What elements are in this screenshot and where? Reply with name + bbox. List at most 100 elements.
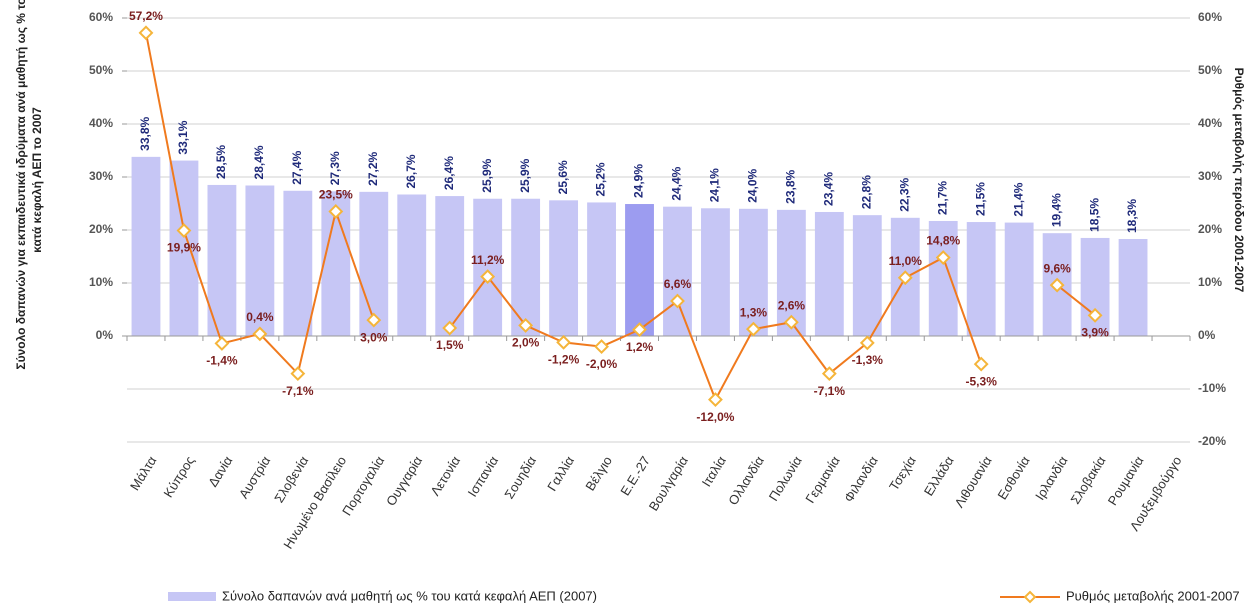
line-value-label: 0,4% <box>246 310 274 324</box>
line-marker <box>745 321 761 337</box>
bar-value-label: 23,8% <box>784 170 798 204</box>
line-value-label: 1,3% <box>740 305 768 319</box>
bar <box>1118 239 1148 336</box>
y2-tick-label: 30% <box>1198 169 1222 183</box>
y2-tick-label: 20% <box>1198 222 1222 236</box>
line-marker <box>480 269 496 285</box>
bar-value-label: 28,4% <box>252 145 266 179</box>
bar-value-label: 21,5% <box>973 182 987 216</box>
line-marker <box>138 25 154 41</box>
line-marker <box>670 293 685 309</box>
bar <box>625 204 654 336</box>
x-tick-label: Λετονία <box>427 453 463 498</box>
y-tick-label: 50% <box>89 63 113 77</box>
line-value-label: -1,4% <box>206 354 238 368</box>
bar-value-label: 21,7% <box>935 181 949 215</box>
x-tick-label: Λιθουανία <box>951 453 994 510</box>
x-tick-label: Ολλανδία <box>725 453 767 508</box>
line-marker <box>1087 307 1103 323</box>
y2-tick-label: 0% <box>1198 328 1216 342</box>
bar <box>511 198 541 336</box>
bar-value-label: 25,6% <box>556 160 570 194</box>
line-value-label: 14,8% <box>926 234 960 248</box>
bar-value-label: 25,9% <box>480 158 494 192</box>
y-tick-label: 40% <box>89 116 113 130</box>
line-value-label: -7,1% <box>282 384 314 398</box>
x-tick-label: Τσεχία <box>886 453 919 493</box>
x-tick-label: Βέλγιο <box>582 453 615 493</box>
bar <box>131 156 161 336</box>
y-axis-title-line: κατά κεφαλή ΑΕΠ το 2007 <box>30 107 44 253</box>
x-tick-label: Ελλάδα <box>921 453 957 498</box>
line-value-label: 6,6% <box>664 277 692 291</box>
y-axis-title-line: Σύνολο δαπανών για εκπαιδευτικά ιδρύματα… <box>14 0 28 370</box>
x-tick-label: Βουλγαρία <box>646 453 691 513</box>
y2-tick-label: 40% <box>1198 116 1222 130</box>
line-value-label: -1,3% <box>852 353 884 367</box>
line-marker <box>783 314 799 330</box>
line-marker <box>176 223 192 238</box>
line-marker <box>366 312 382 328</box>
y-tick-label: 10% <box>89 275 113 289</box>
line-value-label: 3,0% <box>360 330 388 344</box>
y-tick-label: 20% <box>89 222 113 236</box>
y2-tick-label: 50% <box>1198 63 1222 77</box>
line-value-label: 9,6% <box>1043 261 1071 275</box>
line-marker <box>594 339 609 355</box>
bar <box>852 215 882 336</box>
line-marker <box>290 366 306 382</box>
line-marker <box>859 335 875 351</box>
bar-value-label: 27,3% <box>328 151 342 185</box>
line-marker <box>214 336 230 351</box>
y2-tick-label: 60% <box>1198 10 1222 24</box>
x-tick-label: Σουηδία <box>501 453 539 501</box>
line-marker <box>518 317 534 333</box>
legend-swatch <box>168 592 216 601</box>
line-value-label: -1,2% <box>548 353 580 367</box>
x-tick-label: Φιλανδία <box>841 453 881 505</box>
x-tick-label: Κύπρος <box>160 453 197 500</box>
bar <box>169 160 199 336</box>
line-marker <box>821 366 837 382</box>
bar-value-label: 22,8% <box>859 175 873 209</box>
bar-value-label: 27,4% <box>290 150 304 184</box>
x-tick-label: Πολωνία <box>766 453 805 504</box>
line-value-label: 3,9% <box>1081 326 1109 340</box>
line-value-label: 11,0% <box>889 254 923 268</box>
bar-value-label: 33,8% <box>138 117 152 151</box>
bar <box>473 198 503 336</box>
legend-label: Σύνολο δαπανών ανά μαθητή ως % του κατά … <box>222 588 597 603</box>
bar-value-label: 23,4% <box>822 172 836 206</box>
line-value-label: 23,5% <box>319 188 353 202</box>
bar-value-label: 21,4% <box>1011 182 1025 216</box>
bar <box>435 196 465 336</box>
line-value-label: -12,0% <box>696 410 734 424</box>
line-value-label: -2,0% <box>586 357 618 371</box>
bar-value-label: 22,3% <box>897 177 911 211</box>
line-value-label: -7,1% <box>814 384 846 398</box>
bar-value-label: 26,7% <box>404 154 418 188</box>
bar-value-label: 24,4% <box>670 166 684 200</box>
x-tick-label: Σλοβακία <box>1067 453 1108 507</box>
y-tick-label: 60% <box>89 10 113 24</box>
bar <box>966 222 996 336</box>
bar-value-label: 24,9% <box>632 164 646 198</box>
bar-value-label: 27,2% <box>366 151 380 185</box>
line-value-label: 1,2% <box>626 340 654 354</box>
y2-tick-label: 10% <box>1198 275 1222 289</box>
x-tick-label: Μάλτα <box>127 453 160 493</box>
bar <box>814 211 844 336</box>
bar <box>397 194 427 336</box>
bar-value-label: 25,2% <box>594 162 608 196</box>
line-marker <box>935 250 951 265</box>
x-tick-label: Δανία <box>205 453 236 489</box>
y-axis-title: Σύνολο δαπανών για εκπαιδευτικά ιδρύματα… <box>14 0 44 370</box>
bar <box>738 208 768 336</box>
bar-value-label: 24,0% <box>746 168 760 202</box>
bar <box>549 200 579 336</box>
bar-value-label: 19,4% <box>1049 193 1063 227</box>
x-tick-label: Εσθονία <box>994 453 1032 502</box>
line-marker <box>897 270 913 286</box>
line-marker <box>1049 277 1065 293</box>
x-tick-label: Ουγγαρία <box>383 453 425 508</box>
